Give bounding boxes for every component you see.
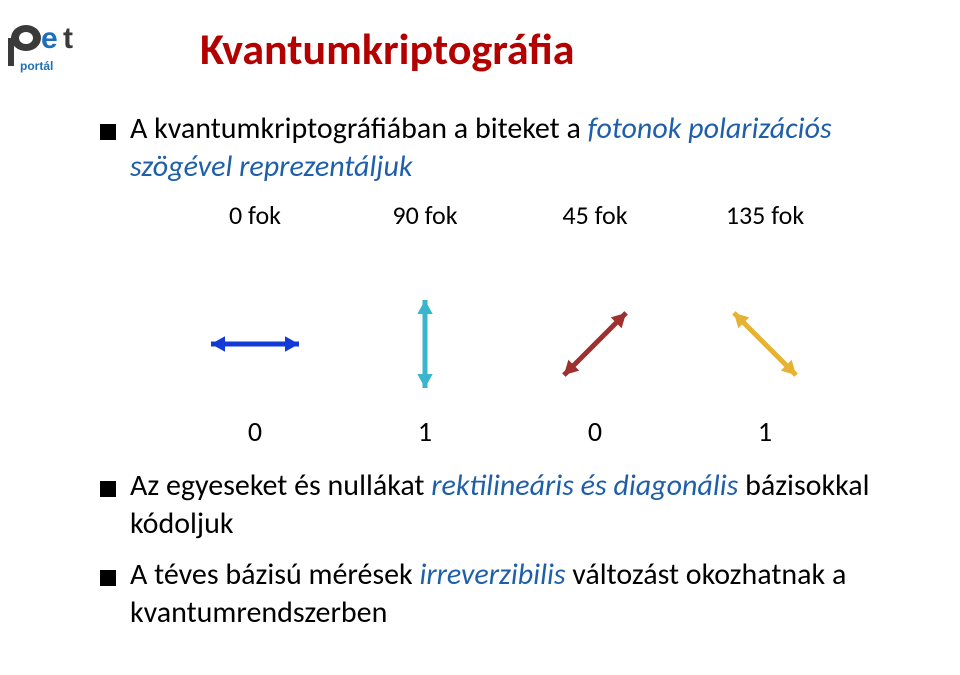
bullet-1-pre: A kvantumkriptográfiában a biteket a xyxy=(130,110,588,147)
polarization-arrow xyxy=(180,289,330,379)
polarization-figure: 0 fok 0 90 fok 1 45 fok 0 135 fok 1 xyxy=(140,199,900,449)
svg-text:t: t xyxy=(63,22,73,55)
svg-text:e: e xyxy=(41,22,58,55)
bullet-3-text: A téves bázisú mérések irreverzibilis vá… xyxy=(130,556,900,631)
bullet-marker xyxy=(100,124,116,140)
logo-label: portál xyxy=(20,59,53,73)
degree-label: 135 fok xyxy=(690,199,840,231)
bullet-marker xyxy=(100,481,116,497)
bullet-2-italic: rektilineáris és diagonális xyxy=(431,467,745,504)
bullet-1-text: A kvantumkriptográfiában a biteket a fot… xyxy=(130,110,900,185)
bullet-1: A kvantumkriptográfiában a biteket a fot… xyxy=(100,110,900,185)
bullet-2: Az egyeseket és nullákat rektilineáris é… xyxy=(100,467,900,542)
bit-label: 0 xyxy=(180,414,330,449)
bullet-3: A téves bázisú mérések irreverzibilis vá… xyxy=(100,556,900,631)
bit-label: 1 xyxy=(690,414,840,449)
polarization-arrow xyxy=(350,289,500,379)
bullet-3-pre: A téves bázisú mérések xyxy=(130,556,419,593)
bullet-marker xyxy=(100,570,116,586)
degree-label: 0 fok xyxy=(180,199,330,231)
degree-label: 45 fok xyxy=(520,199,670,231)
bullet-3-italic: irreverzibilis xyxy=(419,556,572,593)
slide-title: Kvantumkriptográfia xyxy=(200,22,575,76)
logo: e t portál xyxy=(8,8,98,80)
bit-label: 1 xyxy=(350,414,500,449)
slide-content: A kvantumkriptográfiában a biteket a fot… xyxy=(100,110,900,645)
polarization-arrow xyxy=(690,289,840,379)
logo-svg: e t portál xyxy=(8,8,98,80)
bullet-2-pre: Az egyeseket és nullákat xyxy=(130,467,431,504)
degree-label: 90 fok xyxy=(350,199,500,231)
bit-label: 0 xyxy=(520,414,670,449)
slide: e t portál Kvantumkriptográfia A kvantum… xyxy=(0,0,960,675)
bullet-2-text: Az egyeseket és nullákat rektilineáris é… xyxy=(130,467,900,542)
polarization-arrow xyxy=(520,289,670,379)
